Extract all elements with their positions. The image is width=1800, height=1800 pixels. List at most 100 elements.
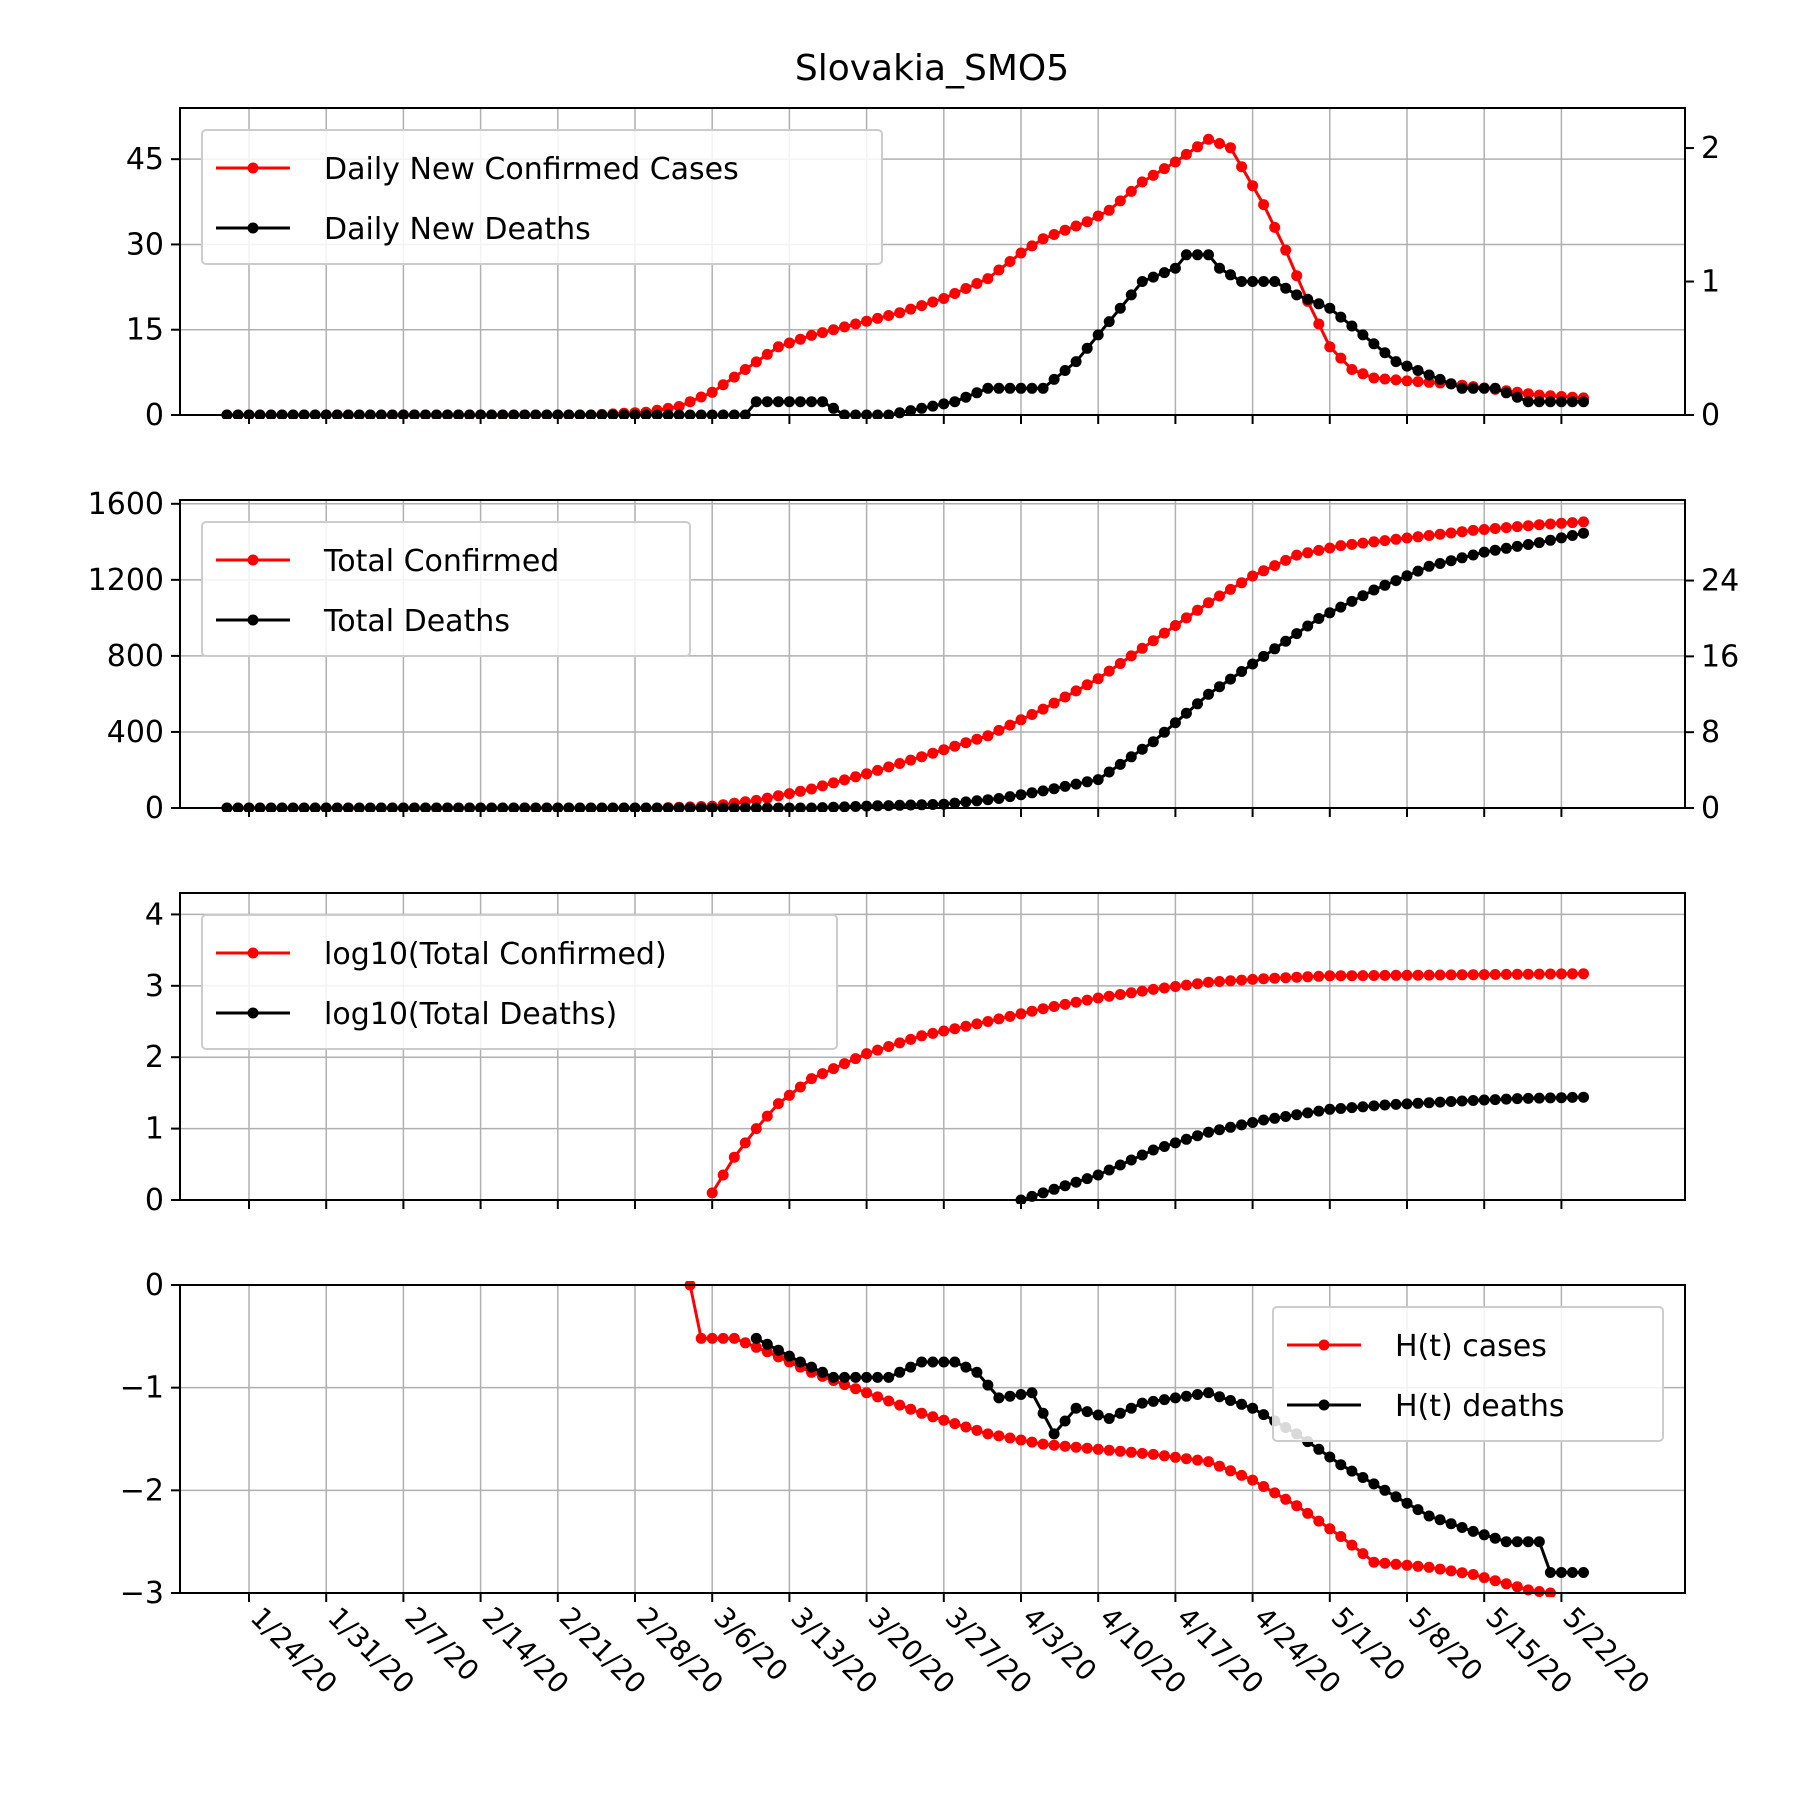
data-point	[1004, 256, 1016, 267]
data-point	[806, 329, 817, 341]
data-point	[1313, 970, 1325, 982]
data-point	[1368, 338, 1380, 350]
legend-box	[201, 914, 838, 1050]
data-point	[1180, 707, 1192, 719]
data-point	[1092, 210, 1104, 222]
data-point	[1147, 271, 1159, 283]
data-point	[1544, 518, 1556, 530]
data-point	[982, 1428, 994, 1440]
data-point	[1313, 1105, 1325, 1117]
data-point	[1225, 673, 1236, 685]
data-point	[1522, 520, 1534, 532]
data-point	[1081, 776, 1093, 788]
data-point	[971, 1424, 983, 1436]
data-point	[894, 1399, 906, 1411]
data-point	[960, 1361, 972, 1373]
data-point	[872, 1391, 884, 1403]
y2-tick-label: 8	[1701, 715, 1720, 750]
data-point	[1368, 1556, 1380, 1568]
data-point	[1103, 766, 1115, 778]
data-point	[1511, 540, 1523, 552]
data-point	[993, 1430, 1005, 1442]
y-tick-label: 1	[145, 1112, 164, 1147]
data-point	[1544, 534, 1556, 546]
data-point	[1401, 375, 1413, 387]
data-point	[1015, 789, 1027, 801]
panel-frame	[179, 499, 1686, 809]
data-point	[1291, 549, 1303, 561]
data-point	[1081, 1442, 1093, 1454]
legend-swatch-marker	[247, 614, 259, 626]
data-point	[1357, 329, 1369, 341]
data-point	[1346, 595, 1358, 607]
data-point	[993, 264, 1005, 276]
y-tick-label: 2	[145, 1040, 164, 1075]
data-point	[1247, 570, 1259, 582]
data-point	[1434, 373, 1446, 385]
data-point	[1291, 270, 1303, 282]
data-point	[1004, 382, 1016, 394]
y-tick-label: 0	[145, 1183, 164, 1218]
data-point	[817, 780, 828, 792]
data-point	[1136, 1149, 1148, 1161]
data-point	[1103, 1413, 1115, 1424]
data-point	[684, 396, 696, 408]
data-point	[1147, 983, 1159, 995]
data-point	[883, 1395, 895, 1407]
data-point	[1478, 1094, 1490, 1106]
data-point	[1236, 974, 1248, 986]
data-point	[1081, 994, 1093, 1006]
data-point	[1258, 1481, 1270, 1492]
data-point	[971, 1018, 983, 1030]
data-point	[916, 1407, 928, 1419]
data-point	[1136, 1447, 1148, 1459]
data-point	[938, 293, 950, 304]
data-point	[982, 730, 994, 742]
data-point	[1467, 549, 1479, 561]
data-point	[1401, 1559, 1413, 1571]
data-point	[1379, 579, 1391, 591]
data-point	[706, 386, 718, 398]
data-point	[1511, 1093, 1523, 1105]
data-point	[1390, 374, 1402, 386]
data-point	[750, 396, 762, 408]
data-point	[828, 777, 839, 789]
data-point	[949, 1356, 961, 1368]
data-point	[1335, 540, 1347, 552]
data-point	[1059, 365, 1071, 376]
data-point	[1511, 968, 1523, 980]
data-point	[905, 405, 917, 417]
data-point	[1511, 1536, 1523, 1548]
data-point	[1247, 973, 1259, 985]
legend-label: Total Deaths	[323, 604, 510, 639]
data-point	[1258, 1114, 1270, 1126]
data-point	[1302, 547, 1314, 559]
data-point	[1302, 1507, 1314, 1519]
data-point	[1544, 1092, 1556, 1104]
data-point	[1346, 320, 1358, 332]
data-point	[1335, 1459, 1347, 1471]
data-point	[1445, 1096, 1457, 1107]
y-tick-label: 1600	[88, 487, 164, 522]
data-point	[695, 391, 707, 403]
data-point	[1147, 736, 1159, 748]
data-point	[1158, 267, 1170, 279]
data-point	[1335, 601, 1347, 613]
data-point	[1522, 1536, 1534, 1548]
data-point	[1522, 968, 1534, 980]
data-point	[1423, 369, 1435, 381]
data-point	[1015, 1008, 1027, 1020]
data-point	[739, 1137, 751, 1149]
data-point	[1247, 276, 1259, 287]
legend-swatch-marker	[247, 554, 259, 566]
data-point	[739, 1337, 751, 1349]
data-point	[1368, 1100, 1380, 1112]
data-point	[1324, 302, 1336, 314]
data-point	[706, 1187, 718, 1199]
data-point	[1004, 1432, 1016, 1444]
data-point	[1214, 1391, 1225, 1403]
data-point	[1401, 1497, 1413, 1509]
data-point	[1412, 969, 1424, 981]
data-point	[1335, 970, 1347, 982]
